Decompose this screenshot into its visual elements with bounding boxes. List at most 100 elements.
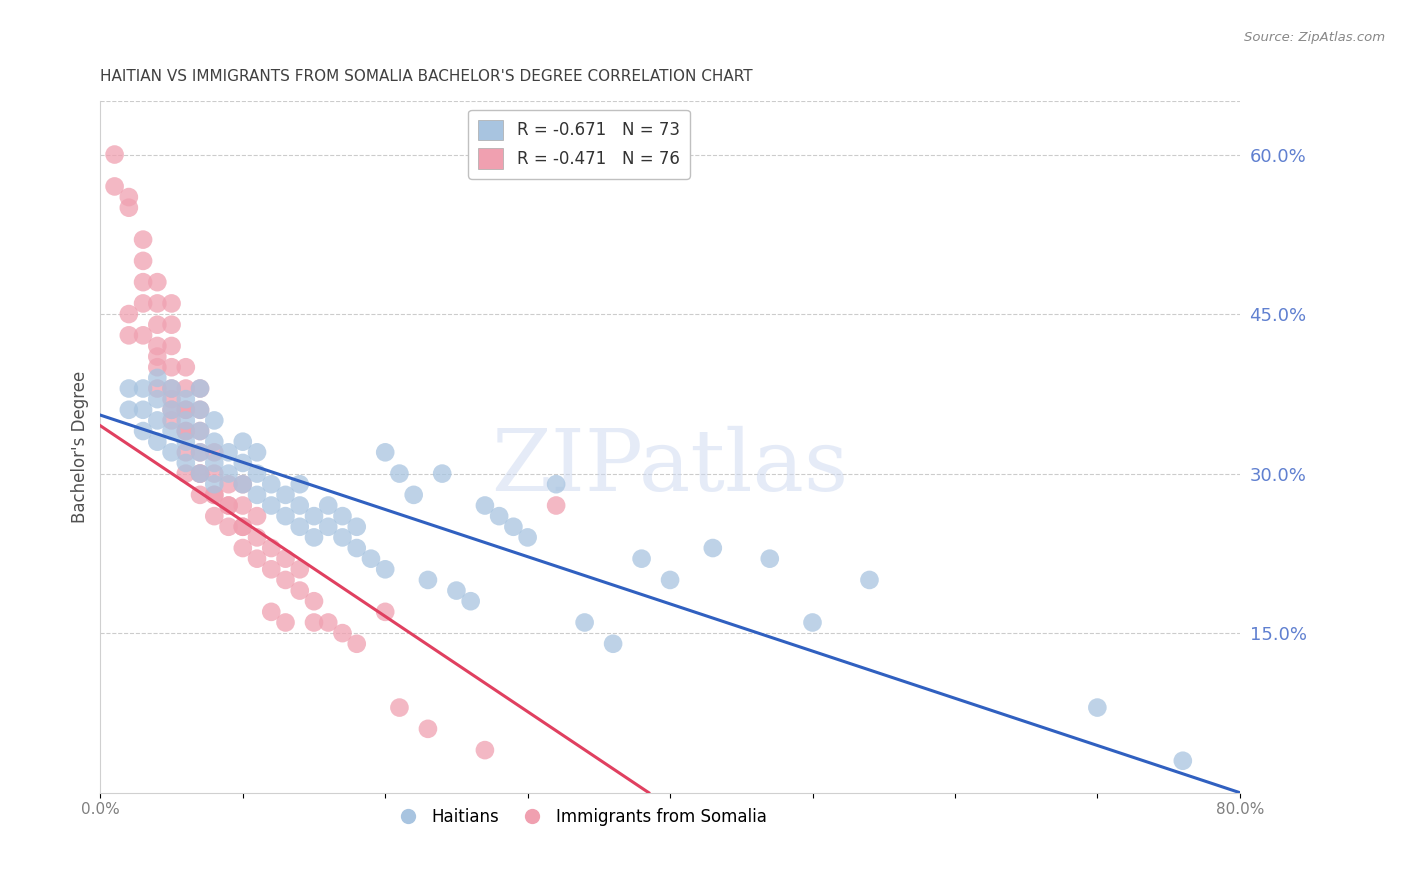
Point <box>274 488 297 502</box>
Point <box>302 615 325 630</box>
Point <box>174 360 197 375</box>
Point <box>132 296 155 310</box>
Point <box>118 328 141 343</box>
Point <box>146 434 169 449</box>
Point <box>146 318 169 332</box>
Point <box>132 253 155 268</box>
Point <box>132 328 155 343</box>
Point <box>374 445 396 459</box>
Point <box>346 520 368 534</box>
Point <box>146 296 169 310</box>
Point <box>288 499 311 513</box>
Point <box>132 382 155 396</box>
Point <box>346 541 368 555</box>
Point <box>232 456 254 470</box>
Point <box>188 467 211 481</box>
Point <box>118 382 141 396</box>
Point <box>160 296 183 310</box>
Point <box>274 615 297 630</box>
Point <box>260 499 283 513</box>
Point <box>174 392 197 406</box>
Point <box>274 573 297 587</box>
Point <box>246 551 269 566</box>
Point <box>118 307 141 321</box>
Point <box>260 562 283 576</box>
Point <box>302 594 325 608</box>
Point <box>232 520 254 534</box>
Point <box>402 488 425 502</box>
Point <box>160 424 183 438</box>
Point <box>202 488 225 502</box>
Point <box>104 147 127 161</box>
Point <box>332 530 354 544</box>
Point <box>546 499 568 513</box>
Point <box>118 190 141 204</box>
Point <box>188 467 211 481</box>
Point <box>202 477 225 491</box>
Point <box>430 467 453 481</box>
Point <box>659 573 682 587</box>
Point <box>188 382 211 396</box>
Point <box>174 413 197 427</box>
Point <box>146 371 169 385</box>
Point <box>146 350 169 364</box>
Point <box>474 499 496 513</box>
Point <box>602 637 624 651</box>
Point <box>188 445 211 459</box>
Point <box>446 583 468 598</box>
Point <box>118 402 141 417</box>
Point <box>288 477 311 491</box>
Point <box>702 541 724 555</box>
Point <box>146 392 169 406</box>
Point <box>288 562 311 576</box>
Point <box>202 509 225 524</box>
Point <box>218 477 240 491</box>
Point <box>160 318 183 332</box>
Point <box>574 615 596 630</box>
Point <box>302 509 325 524</box>
Point <box>232 520 254 534</box>
Point <box>388 467 411 481</box>
Point <box>146 339 169 353</box>
Point <box>160 382 183 396</box>
Point <box>160 402 183 417</box>
Point <box>346 637 368 651</box>
Point <box>218 499 240 513</box>
Point <box>474 743 496 757</box>
Point <box>132 402 155 417</box>
Point <box>374 605 396 619</box>
Point <box>260 605 283 619</box>
Point <box>232 434 254 449</box>
Point <box>218 445 240 459</box>
Point <box>188 488 211 502</box>
Point <box>174 382 197 396</box>
Point <box>460 594 482 608</box>
Y-axis label: Bachelor's Degree: Bachelor's Degree <box>72 371 89 523</box>
Text: ZIPatlas: ZIPatlas <box>492 426 849 509</box>
Point <box>188 424 211 438</box>
Point <box>316 520 339 534</box>
Point <box>1171 754 1194 768</box>
Point <box>218 467 240 481</box>
Point <box>160 360 183 375</box>
Point <box>202 445 225 459</box>
Point <box>246 488 269 502</box>
Point <box>758 551 780 566</box>
Point <box>332 509 354 524</box>
Point <box>174 445 197 459</box>
Point <box>260 541 283 555</box>
Point <box>1085 700 1108 714</box>
Point <box>174 402 197 417</box>
Point <box>288 583 311 598</box>
Point <box>202 488 225 502</box>
Point <box>104 179 127 194</box>
Point <box>232 477 254 491</box>
Point <box>160 402 183 417</box>
Legend: Haitians, Immigrants from Somalia: Haitians, Immigrants from Somalia <box>385 801 773 833</box>
Text: Source: ZipAtlas.com: Source: ZipAtlas.com <box>1244 31 1385 45</box>
Point <box>416 722 439 736</box>
Point <box>132 233 155 247</box>
Point <box>516 530 538 544</box>
Point <box>801 615 824 630</box>
Point <box>488 509 510 524</box>
